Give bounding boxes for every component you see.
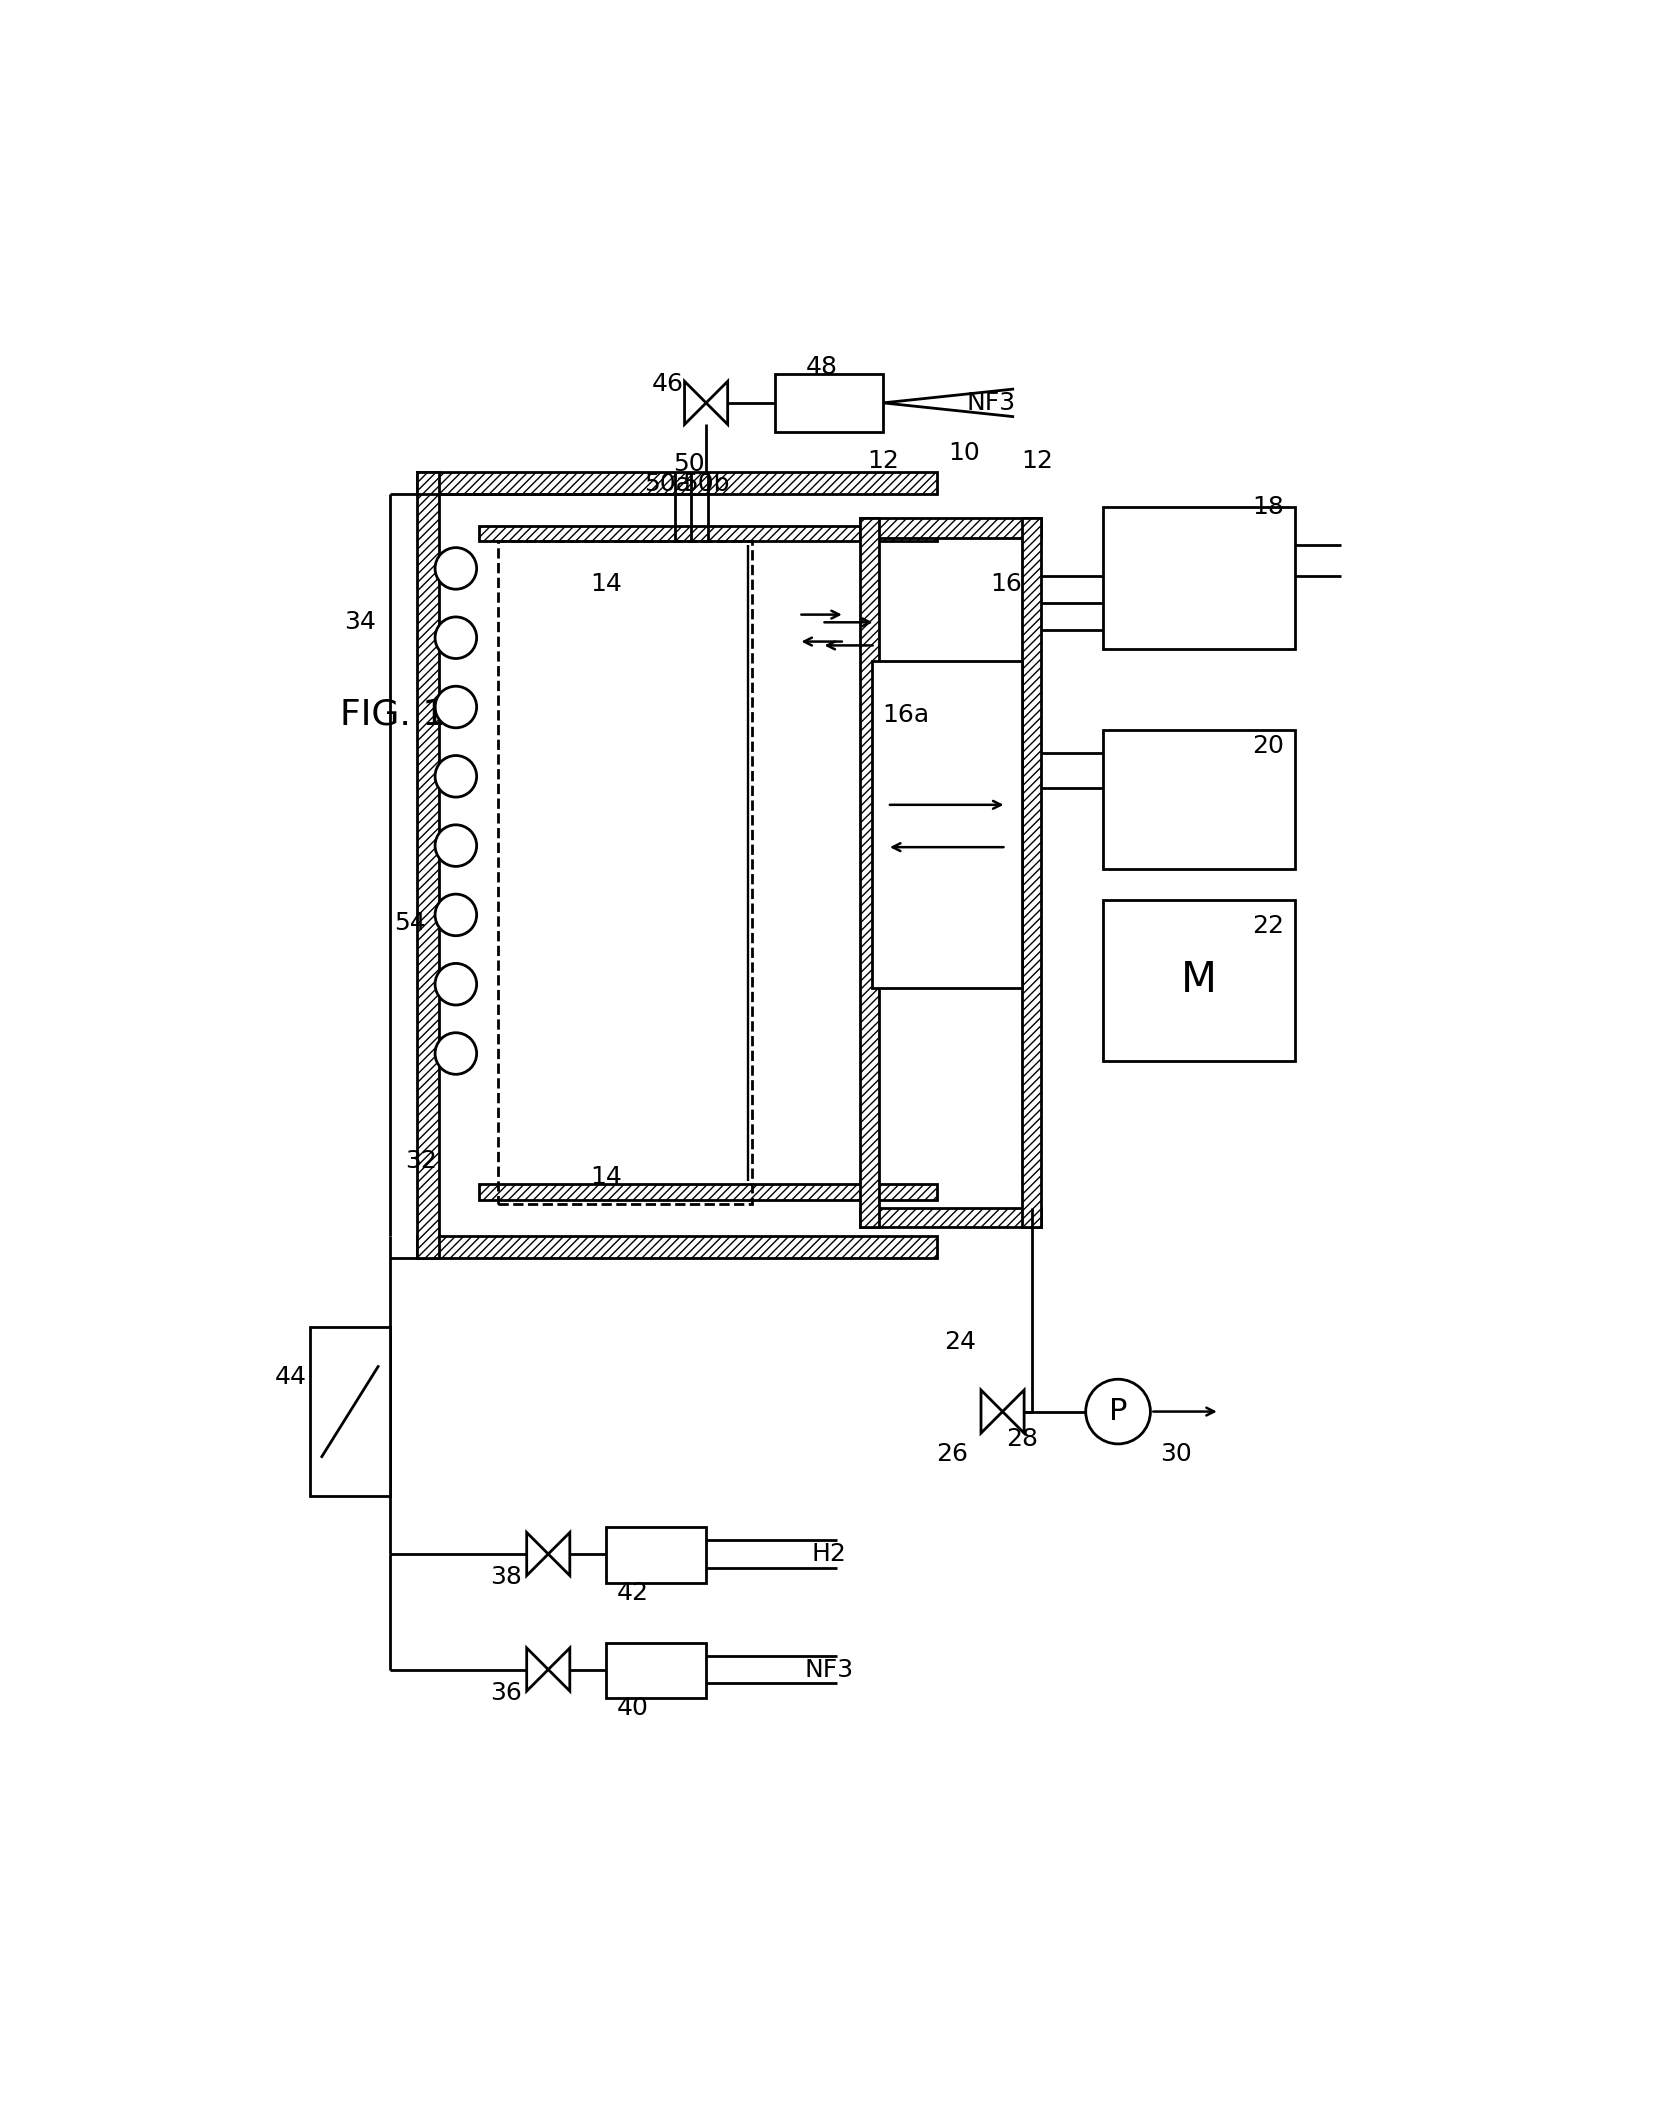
Text: 16a: 16a (883, 703, 930, 727)
Bar (478, 526, 937, 541)
Text: 50a: 50a (644, 472, 691, 495)
Text: 20: 20 (1253, 733, 1285, 758)
Bar (417, 472, 438, 1257)
Text: 44: 44 (274, 1365, 306, 1390)
Text: 24: 24 (944, 1331, 977, 1354)
Text: 38: 38 (490, 1565, 522, 1590)
Text: 34: 34 (343, 611, 375, 634)
Bar (417, 472, 937, 493)
Polygon shape (527, 1649, 549, 1691)
Polygon shape (549, 1649, 570, 1691)
Text: 12: 12 (1021, 449, 1052, 472)
Text: 50b: 50b (683, 472, 729, 495)
Text: 10: 10 (949, 440, 980, 465)
Text: 18: 18 (1253, 495, 1285, 518)
Text: 12: 12 (867, 449, 898, 472)
Circle shape (435, 687, 477, 729)
Bar (775, 375, 883, 432)
Bar (860, 518, 1041, 537)
Text: 54: 54 (393, 910, 425, 935)
Text: 50: 50 (673, 453, 704, 476)
Circle shape (435, 962, 477, 1005)
Circle shape (435, 617, 477, 659)
Text: 22: 22 (1251, 914, 1285, 939)
Text: 30: 30 (1159, 1443, 1191, 1466)
Text: 48: 48 (806, 354, 838, 379)
Bar (1103, 899, 1295, 1061)
Text: 40: 40 (617, 1695, 649, 1721)
Circle shape (435, 826, 477, 866)
Text: NF3: NF3 (967, 392, 1016, 415)
Text: 14: 14 (591, 1165, 622, 1188)
Polygon shape (549, 1533, 570, 1575)
Bar (860, 518, 880, 1228)
Bar (310, 1327, 390, 1495)
Circle shape (435, 548, 477, 590)
Circle shape (1086, 1379, 1151, 1445)
Text: H2: H2 (811, 1542, 847, 1567)
Circle shape (435, 1032, 477, 1074)
Text: 32: 32 (405, 1150, 437, 1173)
Text: P: P (1109, 1396, 1128, 1426)
Polygon shape (1002, 1390, 1024, 1432)
Circle shape (435, 895, 477, 935)
Bar (1022, 518, 1041, 1228)
Text: 42: 42 (617, 1580, 649, 1605)
Bar (872, 661, 1022, 988)
Text: 36: 36 (490, 1681, 522, 1704)
Text: 28: 28 (1005, 1426, 1037, 1451)
Bar (417, 1236, 937, 1257)
Text: FIG. 1: FIG. 1 (340, 697, 445, 731)
Text: 14: 14 (591, 573, 622, 596)
Text: 46: 46 (651, 371, 684, 396)
Text: 16: 16 (990, 573, 1022, 596)
Bar (1103, 731, 1295, 868)
Polygon shape (527, 1533, 549, 1575)
Text: 26: 26 (937, 1443, 969, 1466)
Bar (478, 1184, 937, 1200)
Bar (606, 1643, 706, 1697)
Text: NF3: NF3 (805, 1657, 853, 1681)
Bar (606, 1527, 706, 1582)
Polygon shape (706, 381, 728, 425)
Circle shape (435, 756, 477, 796)
Polygon shape (980, 1390, 1002, 1432)
Bar (499, 541, 753, 1205)
Text: M: M (1181, 960, 1216, 1000)
Bar (1103, 508, 1295, 649)
Polygon shape (684, 381, 706, 425)
Bar (860, 1207, 1041, 1228)
